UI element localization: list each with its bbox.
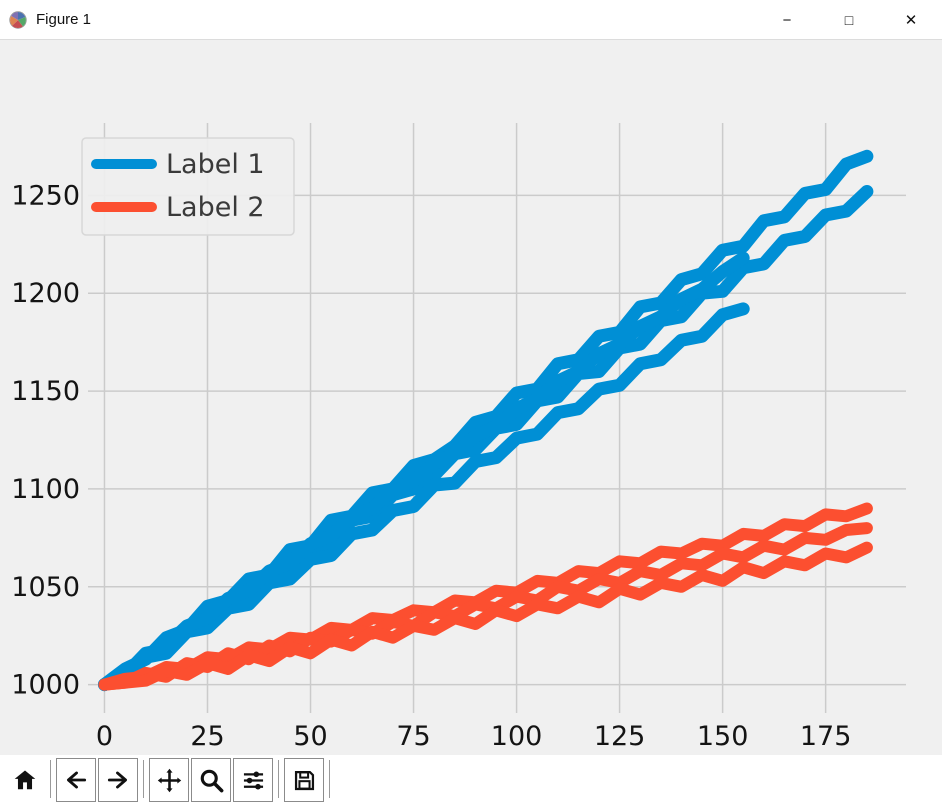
y-tick-label: 1150 <box>11 376 80 407</box>
titlebar[interactable]: Figure 1 − □ ✕ <box>0 0 942 40</box>
maximize-button[interactable]: □ <box>844 12 854 28</box>
y-tick-label: 1250 <box>11 180 80 211</box>
toolbar-home-button[interactable] <box>5 758 45 802</box>
toolbar-separator <box>329 760 330 798</box>
toolbar-pan-button[interactable] <box>149 758 189 802</box>
plot-svg: 0 25 50 75 100 125 150 175 1000 1050 1100 1150 1200 1… <box>11 123 906 752</box>
toolbar-separator <box>278 760 279 798</box>
series-line <box>98 302 750 692</box>
legend-entry-label: Label 2 <box>166 192 265 223</box>
navigation-toolbar <box>0 755 942 802</box>
toolbar-forward-button[interactable] <box>98 758 138 802</box>
close-button[interactable]: ✕ <box>904 12 918 29</box>
x-tick-label: 125 <box>594 721 646 752</box>
pan-icon <box>157 768 181 792</box>
window-controls: − □ ✕ <box>756 0 942 40</box>
forward-icon <box>107 771 127 789</box>
back-icon <box>67 771 87 789</box>
x-tick-label: 150 <box>697 721 749 752</box>
toolbar-subplots-button[interactable] <box>233 758 273 802</box>
x-tick-label: 75 <box>396 721 430 752</box>
home-icon <box>14 770 36 790</box>
x-tick-label: 50 <box>293 721 327 752</box>
toolbar-zoom-button[interactable] <box>191 758 231 802</box>
matplotlib-logo-icon <box>9 10 27 29</box>
save-icon <box>294 770 314 790</box>
toolbar-back-button[interactable] <box>56 758 96 802</box>
subplots-icon <box>243 771 263 789</box>
zoom-icon <box>200 769 223 792</box>
y-tick-label: 1100 <box>11 474 80 505</box>
y-tick-label: 1050 <box>11 572 80 603</box>
figure-canvas[interactable]: 0 25 50 75 100 125 150 175 1000 1050 1100 1150 1200 1… <box>0 40 942 755</box>
series-line <box>98 251 750 692</box>
toolbar-separator <box>50 760 51 798</box>
window-title: Figure 1 <box>36 11 92 28</box>
x-tick-label: 175 <box>800 721 852 752</box>
x-tick-label: 25 <box>190 721 224 752</box>
series-line <box>98 541 873 691</box>
x-tick-label: 0 <box>96 721 113 752</box>
series-line <box>98 522 873 691</box>
toolbar-save-button[interactable] <box>284 758 324 802</box>
x-tick-label: 100 <box>491 721 543 752</box>
y-tick-label: 1000 <box>11 670 80 701</box>
legend-entry-label: Label 1 <box>166 149 265 180</box>
minimize-button[interactable]: − <box>782 11 792 29</box>
y-tick-label: 1200 <box>11 278 80 309</box>
toolbar-separator <box>143 760 144 798</box>
